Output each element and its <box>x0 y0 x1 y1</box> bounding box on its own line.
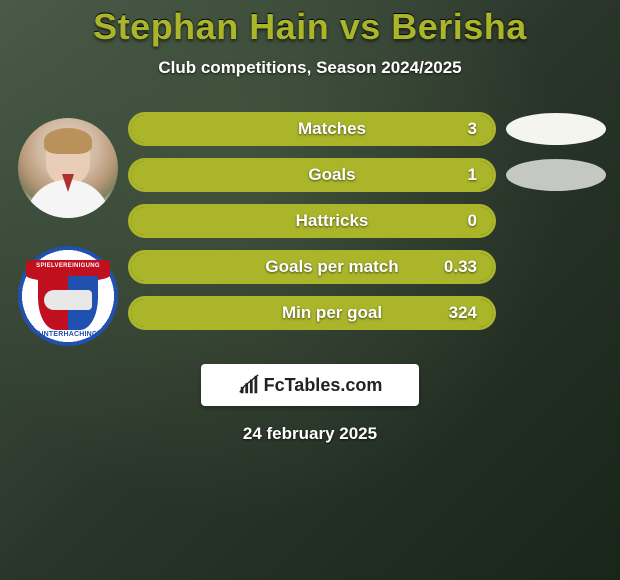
badge-bottom-text: UNTERHACHING <box>38 331 98 338</box>
comparison-title: Stephan Hain vs Berisha <box>0 6 620 48</box>
stat-value: 3 <box>468 119 477 139</box>
main-row: SPIELVEREINIGUNG UNTERHACHING Matches3 Go… <box>0 108 620 346</box>
stat-row: Matches3 <box>128 112 606 146</box>
stat-pill: Min per goal324 <box>128 296 496 330</box>
stat-pill: Goals per match0.33 <box>128 250 496 284</box>
stat-label: Min per goal <box>131 303 493 323</box>
stat-label: Hattricks <box>131 211 493 231</box>
stat-label: Goals <box>131 165 493 185</box>
stat-row: Goals per match0.33 <box>128 250 606 284</box>
chart-icon <box>238 374 260 396</box>
club-badge: SPIELVEREINIGUNG UNTERHACHING <box>18 246 118 346</box>
player-avatar <box>18 118 118 218</box>
stat-value: 0.33 <box>444 257 477 277</box>
left-column: SPIELVEREINIGUNG UNTERHACHING <box>8 108 128 346</box>
stat-pill: Goals1 <box>128 158 496 192</box>
logo-text: FcTables.com <box>264 375 383 396</box>
stat-row: Goals1 <box>128 158 606 192</box>
stat-row: Min per goal324 <box>128 296 606 330</box>
stat-value: 1 <box>468 165 477 185</box>
stat-value: 0 <box>468 211 477 231</box>
infographic: Stephan Hain vs Berisha Club competition… <box>0 0 620 444</box>
stat-pill: Matches3 <box>128 112 496 146</box>
stats-column: Matches3Goals1Hattricks0Goals per match0… <box>128 108 612 346</box>
stat-row: Hattricks0 <box>128 204 606 238</box>
stat-blob <box>506 113 606 145</box>
subtitle: Club competitions, Season 2024/2025 <box>0 58 620 78</box>
stat-pill: Hattricks0 <box>128 204 496 238</box>
stat-blob <box>506 159 606 191</box>
stat-value: 324 <box>449 303 477 323</box>
source-logo: FcTables.com <box>201 364 419 406</box>
date-text: 24 february 2025 <box>0 424 620 444</box>
stat-label: Matches <box>131 119 493 139</box>
stat-label: Goals per match <box>131 257 493 277</box>
